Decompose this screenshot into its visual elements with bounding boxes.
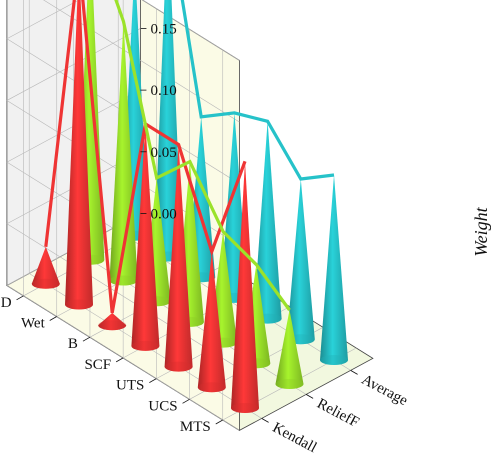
x-tick-mark (49, 316, 57, 321)
z-axis-title: Weight (471, 206, 491, 256)
cone-relieff-6 (275, 310, 304, 389)
z-tick-label: 0.05 (150, 145, 176, 161)
x-tick-mark (215, 419, 223, 425)
cone-kendall-3 (131, 123, 160, 351)
z-tick-label: 0.00 (150, 206, 176, 222)
x-tick-mark (182, 398, 190, 404)
x-tick-mark (82, 336, 91, 342)
z-tick-label: 0.15 (150, 21, 176, 37)
x-tick-mark (149, 378, 157, 383)
x-tick-label: B (68, 336, 78, 352)
x-tick-label: SCF (84, 357, 111, 373)
series-line-average (180, 0, 335, 181)
cone-kendall-1 (65, 0, 93, 310)
x-tick-label: MTS (180, 419, 211, 435)
y-tick-mark (305, 394, 314, 399)
cone-kendall-5 (197, 251, 226, 393)
cone-kendall-6 (231, 161, 259, 413)
z-tick-label: 0.10 (150, 83, 176, 99)
y-tick-mark (261, 418, 269, 423)
cone-kendall-2 (98, 312, 127, 331)
y-tick-mark (350, 370, 358, 375)
series-label-relieff: ReliefF (314, 396, 361, 431)
series-label-kendall: Kendall (270, 420, 319, 456)
cone-average-6 (320, 175, 348, 365)
chart-cones (31, 0, 348, 413)
series-line-relieff (114, 0, 291, 311)
x-tick-label: UTS (116, 378, 144, 394)
cone-kendall-4 (164, 144, 193, 372)
chart-series-lines (44, 0, 335, 314)
x-tick-label: UCS (148, 398, 177, 414)
x-tick-mark (115, 357, 124, 363)
series-label-average: Average (359, 372, 411, 410)
x-tick-label: D (1, 295, 12, 311)
cone-kendall-0 (31, 246, 60, 289)
grid-line (141, 0, 240, 61)
x-tick-label: Wet (21, 316, 46, 332)
x-tick-mark (16, 295, 24, 301)
